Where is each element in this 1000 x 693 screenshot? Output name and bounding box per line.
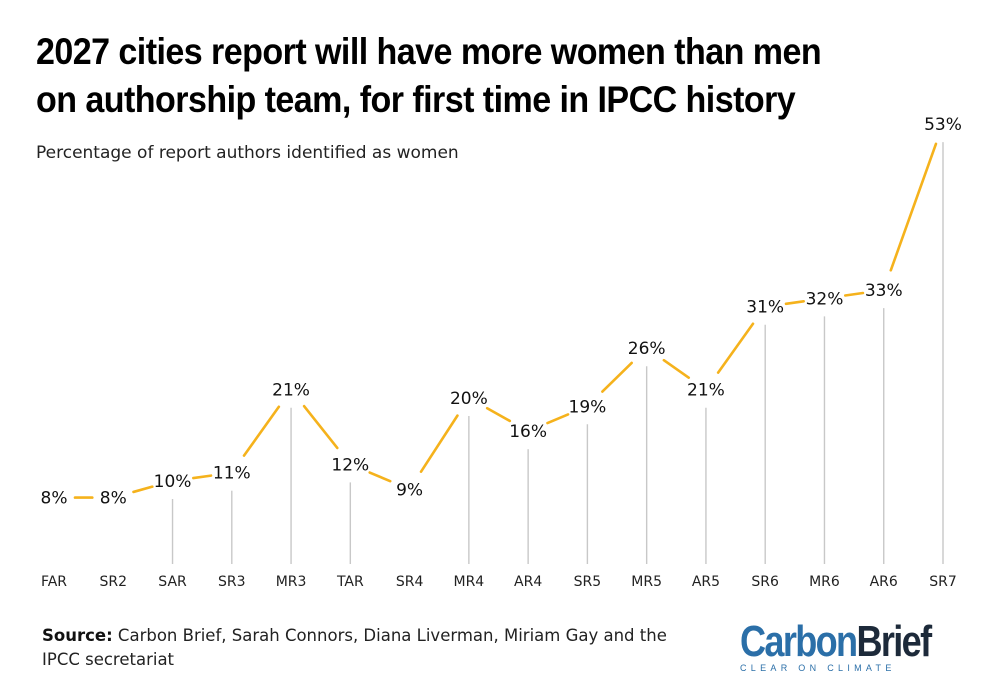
line-segment-mr4-ar4 [485, 406, 512, 423]
data-label-mr5: 26% [628, 339, 666, 359]
data-label-sr2: 8% [100, 489, 127, 509]
carbon-brief-logo: CarbonBrief CLEAR ON CLIMATE [740, 617, 950, 674]
data-label-mr6: 32% [806, 289, 844, 309]
data-label-mr4: 20% [450, 389, 488, 409]
data-label-ar6: 33% [865, 281, 903, 301]
source-label: Source: [42, 626, 113, 645]
x-tick-sr7: SR7 [929, 574, 957, 590]
line-segment-mr5-ar5 [662, 358, 691, 379]
logo-part-brief: Brief [856, 617, 932, 666]
data-label-mr3: 21% [272, 381, 310, 401]
line-segment-tar-sr4 [368, 471, 392, 483]
line-segment-ar4-sr5 [546, 413, 570, 425]
line-segment-sr4-mr4 [419, 414, 459, 473]
line-segment-sr5-mr5 [601, 361, 633, 393]
value-stems [171, 142, 944, 564]
logo-part-carbon: Carbon [740, 617, 858, 666]
line-segment-mr6-ar6 [843, 291, 865, 297]
x-tick-mr5: MR5 [631, 574, 662, 590]
x-tick-sr3: SR3 [218, 574, 246, 590]
x-tick-sr4: SR4 [396, 574, 424, 590]
x-tick-mr6: MR6 [809, 574, 840, 590]
source-text: Carbon Brief, Sarah Connors, Diana Liver… [42, 626, 667, 669]
line-segment-ar6-sr7 [889, 142, 938, 272]
x-tick-mr3: MR3 [276, 574, 307, 590]
line-segment-ar5-sr6 [716, 322, 755, 374]
data-label-sar: 10% [154, 472, 192, 492]
line-segment-sr2-sar [132, 485, 154, 494]
data-label-ar5: 21% [687, 381, 725, 401]
data-label-sr3: 11% [213, 464, 251, 484]
line-segment-sar-sr3 [192, 474, 213, 480]
data-label-sr4: 9% [396, 480, 423, 500]
line-segment-mr3-tar [302, 404, 339, 450]
series-line [73, 142, 938, 499]
data-labels: 8% 8% 10% 11% 21% 12% 9% 20% 16% 19% 26% 21% 31% 32% 3… [41, 115, 962, 509]
data-label-sr6: 31% [746, 298, 784, 318]
data-label-ar4: 16% [509, 422, 547, 442]
line-segment-sr6-mr6 [784, 300, 805, 306]
x-tick-far: FAR [41, 574, 67, 590]
x-tick-sr6: SR6 [751, 574, 779, 590]
chart-title: 2027 cities report will have more women … [36, 31, 822, 120]
data-label-tar: 12% [331, 455, 369, 475]
x-tick-ar6: AR6 [870, 574, 898, 590]
x-tick-ar5: AR5 [692, 574, 720, 590]
x-tick-ar4: AR4 [514, 574, 542, 590]
source-note: Source: Carbon Brief, Sarah Connors, Dia… [42, 624, 682, 672]
x-tick-tar: TAR [336, 574, 364, 590]
data-label-sr5: 19% [569, 397, 607, 417]
x-tick-sr2: SR2 [100, 574, 128, 590]
logo-tagline: CLEAR ON CLIMATE [740, 663, 896, 673]
x-tick-mr4: MR4 [454, 574, 485, 590]
line-segment-sr3-mr3 [242, 405, 281, 457]
x-tick-sar: SAR [158, 574, 187, 590]
x-tick-labels: FAR SR2 SAR SR3 MR3 TAR SR4 MR4 AR4 SR5 MR5 AR5 SR6 M… [41, 574, 957, 590]
x-tick-sr5: SR5 [574, 574, 602, 590]
data-label-far: 8% [41, 489, 68, 509]
chart-subtitle: Percentage of report authors identified … [36, 143, 459, 163]
data-label-sr7: 53% [924, 115, 962, 135]
